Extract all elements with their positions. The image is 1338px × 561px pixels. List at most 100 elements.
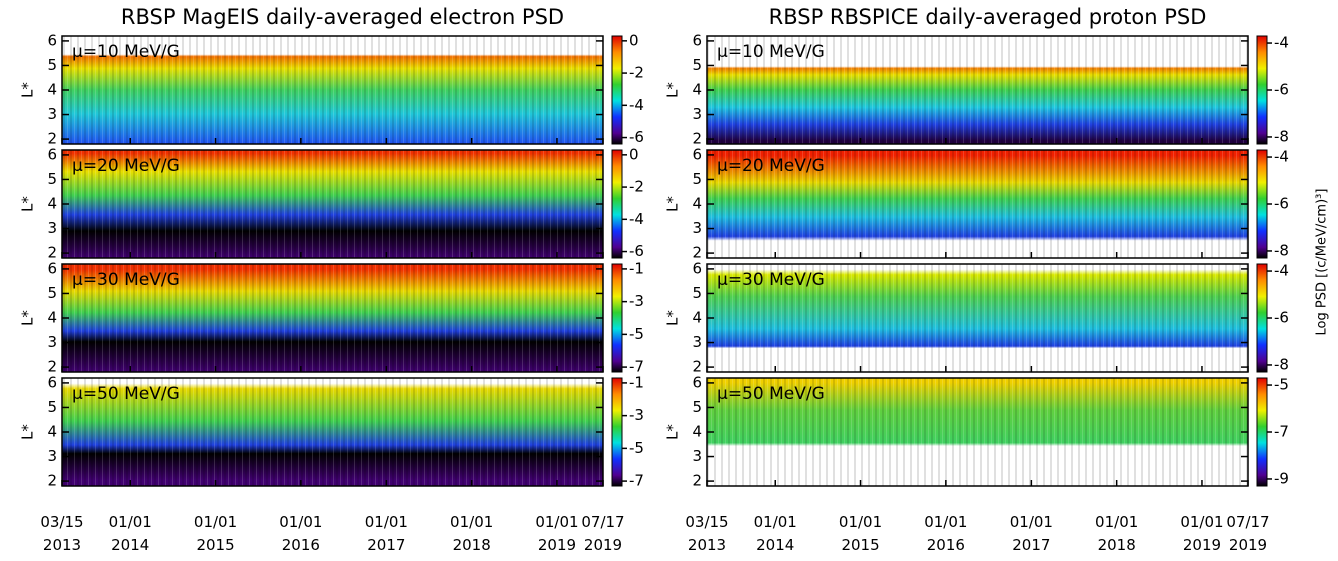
y-tick-label: 5 (692, 170, 702, 188)
heatmap-texture (707, 36, 1248, 144)
y-tick-label: 5 (692, 56, 702, 74)
y-tick-label: 5 (47, 284, 57, 302)
colorbar-tick-label: -5 (629, 325, 644, 343)
y-tick-label: 2 (47, 358, 57, 376)
panel-label: μ=20 MeV/G (717, 156, 825, 176)
y-axis-label: L* (19, 82, 37, 98)
colorbar-tick-label: -4 (1274, 148, 1289, 166)
x-tick-label: 01/01 2017 (365, 513, 408, 554)
x-tick-label: 01/01 2019 (1180, 513, 1223, 554)
y-tick-label: 6 (47, 145, 57, 163)
panel-label: μ=50 MeV/G (72, 384, 180, 404)
colorbar (611, 35, 623, 145)
colorbar-tick-label: 0 (629, 31, 639, 49)
y-tick-label: 2 (692, 130, 702, 148)
colorbar-tick-label: -2 (629, 178, 644, 196)
colorbar (1256, 263, 1268, 373)
y-tick-label: 5 (47, 56, 57, 74)
colorbar-tick-label: -6 (1274, 309, 1289, 327)
heatmap-texture (62, 378, 603, 486)
colorbar-tick-label: -4 (1274, 262, 1289, 280)
y-axis-label: L* (664, 424, 682, 440)
y-tick-label: 3 (692, 447, 702, 465)
colorbar-tick-label: -4 (1274, 34, 1289, 52)
heatmap-texture (707, 378, 1248, 486)
y-tick-label: 6 (47, 373, 57, 391)
y-tick-label: 3 (47, 219, 57, 237)
y-tick-label: 6 (47, 31, 57, 49)
y-axis-label: L* (664, 82, 682, 98)
y-tick-label: 2 (47, 472, 57, 490)
heatmap-texture (62, 264, 603, 372)
colorbar-tick-label: -1 (629, 259, 644, 277)
x-tick-label: 01/01 2018 (450, 513, 493, 554)
colorbar-tick-label: -2 (629, 64, 644, 82)
x-tick-label: 07/17 2019 (581, 513, 624, 554)
colorbar-tick-label: -3 (629, 292, 644, 310)
colorbar-tick-label: -9 (1274, 469, 1289, 487)
colorbar-tick-label: 0 (629, 145, 639, 163)
y-tick-label: 5 (47, 170, 57, 188)
y-tick-label: 3 (47, 333, 57, 351)
panel-label: μ=10 MeV/G (72, 42, 180, 62)
y-tick-label: 4 (692, 309, 702, 327)
x-tick-label: 03/15 2013 (40, 513, 83, 554)
colorbar-tick-label: -6 (1274, 195, 1289, 213)
y-tick-label: 4 (692, 195, 702, 213)
y-tick-label: 6 (692, 373, 702, 391)
colorbar-tick-label: -8 (1274, 355, 1289, 373)
heatmap-texture (707, 264, 1248, 372)
y-axis-label: L* (664, 310, 682, 326)
y-tick-label: 2 (692, 244, 702, 262)
y-tick-label: 2 (47, 244, 57, 262)
y-tick-label: 5 (692, 284, 702, 302)
colorbar (1256, 35, 1268, 145)
x-tick-label: 01/01 2014 (109, 513, 152, 554)
colorbar-tick-label: -7 (629, 358, 644, 376)
x-tick-label: 01/01 2015 (839, 513, 882, 554)
y-tick-label: 2 (692, 472, 702, 490)
y-tick-label: 5 (47, 398, 57, 416)
panel-label: μ=20 MeV/G (72, 156, 180, 176)
y-tick-label: 6 (47, 259, 57, 277)
colorbar-tick-label: -6 (629, 242, 644, 260)
x-tick-label: 01/01 2015 (194, 513, 237, 554)
y-tick-label: 4 (47, 81, 57, 99)
colorbar-tick-label: -6 (1274, 81, 1289, 99)
panel-label: μ=50 MeV/G (717, 384, 825, 404)
y-tick-label: 5 (692, 398, 702, 416)
x-tick-label: 01/01 2017 (1010, 513, 1053, 554)
x-tick-label: 01/01 2018 (1095, 513, 1138, 554)
colorbar-tick-label: -5 (1274, 376, 1289, 394)
y-tick-label: 2 (47, 130, 57, 148)
colorbar-tick-label: -8 (1274, 127, 1289, 145)
colorbar-tick-label: -7 (629, 472, 644, 490)
colorbar (1256, 377, 1268, 487)
x-tick-label: 01/01 2019 (535, 513, 578, 554)
colorbar-tick-label: -5 (629, 439, 644, 457)
colorbar (611, 149, 623, 259)
colorbar-tick-label: -8 (1274, 241, 1289, 259)
y-tick-label: 3 (692, 105, 702, 123)
heatmap-texture (707, 150, 1248, 258)
y-tick-label: 4 (47, 195, 57, 213)
x-tick-label: 01/01 2016 (924, 513, 967, 554)
y-axis-label: L* (19, 196, 37, 212)
panel-label: μ=30 MeV/G (717, 270, 825, 290)
y-tick-label: 4 (692, 81, 702, 99)
y-tick-label: 3 (47, 447, 57, 465)
colorbar-tick-label: -3 (629, 406, 644, 424)
y-tick-label: 3 (692, 333, 702, 351)
x-tick-label: 07/17 2019 (1226, 513, 1269, 554)
colorbar-tick-label: -4 (629, 210, 644, 228)
y-axis-label: L* (19, 424, 37, 440)
colorbar (611, 263, 623, 373)
chart-title: RBSP MagEIS daily-averaged electron PSD (121, 5, 564, 29)
y-tick-label: 2 (692, 358, 702, 376)
heatmap-texture (62, 150, 603, 258)
y-axis-label: L* (664, 196, 682, 212)
y-tick-label: 6 (692, 145, 702, 163)
y-axis-label: L* (19, 310, 37, 326)
chart-title: RBSP RBSPICE daily-averaged proton PSD (769, 5, 1207, 29)
